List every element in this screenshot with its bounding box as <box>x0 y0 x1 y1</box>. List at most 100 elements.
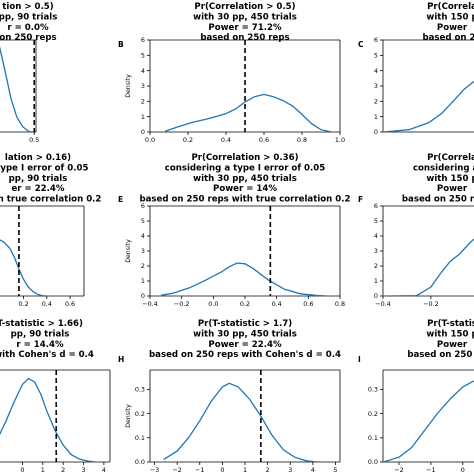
panel-g-xtick-label: 4 <box>102 466 106 474</box>
panel-i-ytick-label: 0.0 <box>368 458 378 466</box>
panel-g-xtick-label: 2 <box>61 466 65 474</box>
panel-i-title-line: with 150 p <box>426 329 474 339</box>
panel-e: Pr(Correlation > 0.36)considering a type… <box>118 153 351 308</box>
panel-f-ytick-label: 2 <box>374 262 378 270</box>
panel-b-ytick-label: 1 <box>141 113 145 121</box>
panel-e-ylabel: Density <box>125 239 132 263</box>
panel-f-title-line: Power <box>437 184 468 194</box>
panel-f-xtick-label: −0.2 <box>423 300 439 308</box>
panel-d-title-line: a type I error of 0.05 <box>0 163 88 173</box>
panel-h-ytick-label: 0.1 <box>135 434 145 442</box>
panel-h-xtick-label: −3 <box>150 466 159 474</box>
panel-e-ytick-label: 5 <box>141 217 145 225</box>
panel-f-ytick-label: 1 <box>374 277 378 285</box>
panel-i-density-curve <box>383 380 474 462</box>
panel-h-xtick-label: 5 <box>333 466 337 474</box>
panel-b: Pr(Correlation > 0.5)with 30 pp, 450 tri… <box>118 2 345 144</box>
panel-g-density-curve <box>0 377 96 462</box>
panel-f-title-line: with 150 p <box>426 174 474 184</box>
panel-d-xtick-label: 0.2 <box>18 300 28 308</box>
panel-h-ytick-label: 0.3 <box>135 386 145 394</box>
panel-e-xtick-label: 0.0 <box>208 300 218 308</box>
panel-f-letter: F <box>358 195 363 204</box>
panel-e-title-line: Power = 14% <box>213 184 277 194</box>
panel-i-xtick-label: −1 <box>426 466 435 474</box>
panel-h-letter: H <box>118 355 124 364</box>
panel-a-title-line: tion > 0.5) <box>2 2 53 12</box>
panel-f-density-curve <box>383 238 474 296</box>
panel-h-xtick-label: 3 <box>288 466 292 474</box>
panel-i-ytick-label: 0.1 <box>368 434 378 442</box>
panel-f-xtick-label: −0.4 <box>375 300 391 308</box>
panel-b-ylabel: Density <box>125 74 132 98</box>
panel-h-title-line: Power = 22.4% <box>208 340 282 350</box>
panel-a-title-line: on 250 reps <box>0 33 57 43</box>
panel-d-density-curve <box>0 239 47 296</box>
panel-c-ytick-label: 1 <box>374 113 378 121</box>
panel-f-title-line: Pr(Correla <box>427 153 474 163</box>
panel-i-letter: I <box>358 355 361 364</box>
panel-h-title-line: with 30 pp, 450 trials <box>193 329 297 339</box>
panel-b-letter: B <box>118 40 124 49</box>
panel-c-title-line: Pr(Correla <box>427 2 474 12</box>
panel-g-title-line: T-statistic > 1.66) <box>0 319 83 329</box>
panel-c-ytick-label: 3 <box>374 82 378 90</box>
panel-e-letter: E <box>118 195 123 204</box>
panel-e-xtick-label: 0.2 <box>240 300 250 308</box>
panel-a-title-line: pp, 90 trials <box>0 12 57 22</box>
panel-e-title-line: considering a type I error of 0.05 <box>165 163 326 173</box>
panel-g-xtick-label: 3 <box>81 466 85 474</box>
panel-g-xtick-label: 0 <box>20 466 24 474</box>
panel-b-density-curve <box>164 93 331 132</box>
panel-i-title-line: Power <box>437 340 468 350</box>
panel-h-density-curve <box>163 382 318 462</box>
panel-e-xtick-label: 0.6 <box>303 300 313 308</box>
panel-e-xtick-label: −0.2 <box>174 300 190 308</box>
panel-d-xtick-label: 0.4 <box>42 300 52 308</box>
panel-c-letter: C <box>358 40 364 49</box>
panel-i-title-line: based on 250 reps <box>407 350 474 360</box>
panel-h-xtick-label: 2 <box>266 466 270 474</box>
panel-e-ytick-label: 2 <box>141 262 145 270</box>
panel-h: Pr(T-statistic > 1.7)with 30 pp, 450 tri… <box>118 319 341 474</box>
panel-d-title-line: lation > 0.16) <box>5 153 71 163</box>
panel-g-xtick-label: 1 <box>41 466 45 474</box>
panel-h-xtick-label: −1 <box>195 466 204 474</box>
panel-h-xtick-label: 0 <box>220 466 224 474</box>
panel-e-xtick-label: −0.4 <box>142 300 158 308</box>
panel-h-title-line: based on 250 reps with Cohen's d = 0.4 <box>149 350 341 360</box>
panel-b-title-line: with 30 pp, 450 trials <box>193 12 297 22</box>
panel-f-ytick-label: 5 <box>374 217 378 225</box>
panel-h-xtick-label: −2 <box>172 466 181 474</box>
panel-b-ytick-label: 3 <box>141 82 145 90</box>
panel-c-ytick-label: 5 <box>374 52 378 60</box>
panel-c-title-line: based on 25 <box>422 33 474 43</box>
panel-c-ytick-label: 0 <box>374 128 378 136</box>
panel-b-title-line: Power = 71.2% <box>208 23 282 33</box>
panel-f-ytick-label: 0 <box>374 292 378 300</box>
panel-g-title-line: pp, 90 trials <box>11 329 70 339</box>
panel-h-ytick-label: 0.0 <box>135 458 145 466</box>
panel-b-title-line: based on 250 reps <box>200 33 289 43</box>
panel-b-xtick-label: 0.0 <box>145 136 155 144</box>
panel-c-ytick-label: 2 <box>374 98 378 106</box>
panel-e-density-curve <box>160 262 328 296</box>
panel-h-title-line: Pr(T-statistic > 1.7) <box>198 319 292 329</box>
panel-b-title-line: Pr(Correlation > 0.5) <box>194 2 295 12</box>
panel-b-ytick-label: 6 <box>141 36 145 44</box>
panel-b-xtick-label: 0.2 <box>183 136 193 144</box>
panel-e-ytick-label: 1 <box>141 277 145 285</box>
panel-b-xtick-label: 0.4 <box>221 136 231 144</box>
panel-g-title-line: s with Cohen's d = 0.4 <box>0 350 94 360</box>
panel-e-xtick-label: 0.8 <box>335 300 345 308</box>
panel-e-xtick-label: 0.4 <box>272 300 282 308</box>
panel-b-xtick-label: 0.8 <box>297 136 307 144</box>
panel-i-ytick-label: 0.2 <box>368 410 378 418</box>
panel-i-xtick-label: −2 <box>394 466 403 474</box>
panel-a-title-line: r = 0.0% <box>7 23 49 33</box>
